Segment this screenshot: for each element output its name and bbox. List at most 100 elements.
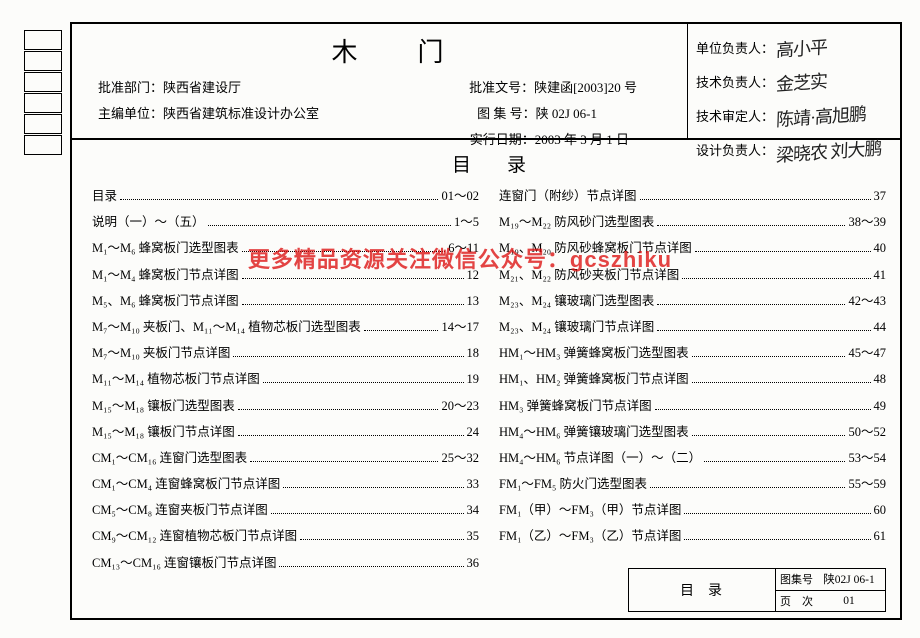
toc-line: HM₁～HM₃ 弹簧蜂窝板门选型图表45～47 [499, 342, 886, 361]
toc-col-right: 连窗门（附纱）节点详图 37 M₁₉～M₂₂ 防风砂门选型图表38～39 M₁₉、M₂… [499, 185, 886, 578]
toc-page: 49 [874, 399, 887, 414]
toc-line: M₇～M₁₀ 夹板门节点详图18 [92, 342, 479, 361]
toc-line: M₁₉～M₂₂ 防风砂门选型图表38～39 [499, 211, 886, 230]
toc-line: M₁₁～M₁₄ 植物芯板门节点详图19 [92, 368, 479, 387]
toc-line: 说明（一）～（五） 1～5 [92, 211, 479, 230]
footer-box: 目录 图集号陕02J 06-1 页 次01 [628, 568, 886, 612]
toc-page: 55～59 [848, 473, 886, 492]
atlas-no-label: 图 集 号： [477, 103, 536, 125]
toc-line: FM₁（乙）～FM₃（乙）节点详图 61 [499, 525, 886, 544]
footer-atlas-label: 图集号 [780, 571, 813, 587]
toc-line: M₁～M₄ 蜂窝板门节点详图12 [92, 264, 479, 283]
toc-dots [208, 217, 451, 226]
toc-page: 36 [467, 556, 480, 571]
toc-text: CM₁～CM₄ 连窗蜂窝板门节点详图 [92, 473, 280, 492]
toc-line: M₇～M₁₀ 夹板门、M₁₁～M₁₄ 植物芯板门选型图表 14～17 [92, 316, 479, 335]
toc-line: HM₄～HM₆ 弹簧镶玻璃门选型图表 50～52 [499, 421, 886, 440]
toc-dots [263, 375, 464, 384]
sig-tech: 金芝实 [775, 64, 827, 102]
sig-unit-label: 单位负责人： [696, 37, 774, 62]
toc-page: 12 [467, 268, 480, 283]
sig-review: 陈靖·高旭鹏 [776, 97, 867, 138]
toc-text: M₁₉～M₂₂ 防风砂门选型图表 [499, 211, 654, 230]
toc-dots [640, 191, 871, 200]
page: 木门 批准部门：陕西省建设厅 批准文号：陕建函[2003]20 号 主编单位：陕… [70, 22, 902, 622]
toc-dots [655, 401, 871, 410]
toc-line: HM₄～HM₆ 节点详图（一）～（二） 53～54 [499, 447, 886, 466]
toc-page: 25～32 [441, 447, 479, 466]
approve-doc: 陕建函[2003]20 号 [534, 80, 637, 95]
toc-line: M₂₃、M₂₄ 镶玻璃门节点详图44 [499, 316, 886, 335]
toc-page: 24 [467, 425, 480, 440]
toc-page: 60 [874, 503, 887, 518]
toc-text: FM₁～FM₅ 防火门选型图表 [499, 473, 647, 492]
toc-text: 目录 [92, 185, 117, 204]
toc-text: HM₄～HM₆ 弹簧镶玻璃门选型图表 [499, 421, 689, 440]
toc-dots [300, 532, 463, 541]
toc-page: 53～54 [848, 447, 886, 466]
toc-line: M₁₅～M₁₈ 镶板门节点详图24 [92, 421, 479, 440]
toc-dots [233, 348, 463, 357]
toc-page: 50～52 [848, 421, 886, 440]
toc-page: 48 [874, 372, 887, 387]
toc-line: 连窗门（附纱）节点详图 37 [499, 185, 886, 204]
approve-dept-label: 批准部门： [98, 77, 163, 99]
toc-text: HM₃ 弹簧蜂窝板门节点详图 [499, 395, 652, 414]
editor: 陕西省建筑标准设计办公室 [163, 106, 319, 121]
toc-text: M₁₅～M₁₈ 镶板门选型图表 [92, 395, 235, 414]
toc-line: M₅、M₆ 蜂窝板门节点详图13 [92, 290, 479, 309]
toc-dots [650, 479, 846, 488]
toc-text: M₁₁～M₁₄ 植物芯板门节点详图 [92, 368, 260, 387]
toc-page: 40 [874, 241, 887, 256]
toc-line: CM₁～CM₁₆ 连窗门选型图表25～32 [92, 447, 479, 466]
toc-line: HM₃ 弹簧蜂窝板门节点详图 49 [499, 395, 886, 414]
toc-dots [238, 401, 439, 410]
toc-text: M₅、M₆ 蜂窝板门节点详图 [92, 290, 239, 309]
toc-text: HM₁～HM₃ 弹簧蜂窝板门选型图表 [499, 342, 689, 361]
toc-title: 目录 [92, 150, 886, 177]
toc-text: 连窗门（附纱）节点详图 [499, 185, 637, 204]
atlas-no: 陕 02J 06-1 [536, 106, 597, 121]
toc-line: CM₁～CM₄ 连窗蜂窝板门节点详图 33 [92, 473, 479, 492]
toc-dots [250, 453, 438, 462]
toc-text: CM₉～CM₁₂ 连窗植物芯板门节点详图 [92, 525, 297, 544]
toc-text: M₇～M₁₀ 夹板门、M₁₁～M₁₄ 植物芯板门选型图表 [92, 316, 361, 335]
toc-page: 18 [467, 346, 480, 361]
header: 木门 批准部门：陕西省建设厅 批准文号：陕建函[2003]20 号 主编单位：陕… [70, 22, 902, 140]
toc-page: 01～02 [441, 185, 479, 204]
toc-text: CM₅～CM₈ 连窗夹板门节点详图 [92, 499, 268, 518]
approve-dept: 陕西省建设厅 [163, 80, 241, 95]
footer-section: 目录 [628, 568, 776, 612]
toc-page: 1～5 [454, 211, 479, 230]
toc-page: 37 [874, 189, 887, 204]
toc-text: CM₁₃～CM₁₆ 连窗镶板门节点详图 [92, 552, 276, 571]
toc-dots [695, 244, 871, 253]
toc-page: 33 [467, 477, 480, 492]
toc-dots [120, 191, 438, 200]
sig-review-label: 技术审定人： [696, 105, 774, 130]
toc-text: HM₄～HM₆ 节点详图（一）～（二） [499, 447, 701, 466]
toc-text: FM₁（乙）～FM₃（乙）节点详图 [499, 525, 681, 544]
toc-line: M₂₃、M₂₄ 镶玻璃门选型图表42～43 [499, 290, 886, 309]
toc-dots [242, 296, 464, 305]
toc-dots [682, 270, 870, 279]
toc: 目录 目录01～02说明（一）～（五）1～5M₁～M₆ 蜂窝板门选型图表6～11… [70, 140, 902, 620]
toc-line: M₁₉、M₂₀ 防风砂蜂窝板门节点详图40 [499, 237, 886, 256]
toc-line: M₂₁、M₂₂ 防风砂夹板门节点详图41 [499, 264, 886, 283]
toc-line: FM₁～FM₅ 防火门选型图表 55～59 [499, 473, 886, 492]
toc-line: HM₁、HM₂ 弹簧蜂窝板门节点详图 48 [499, 368, 886, 387]
toc-line: FM₁（甲）～FM₃（甲）节点详图60 [499, 499, 886, 518]
toc-dots [692, 375, 871, 384]
toc-dots [657, 217, 845, 226]
toc-text: HM₁、HM₂ 弹簧蜂窝板门节点详图 [499, 368, 689, 387]
toc-page: 14～17 [441, 316, 479, 335]
toc-text: M₂₁、M₂₂ 防风砂夹板门节点详图 [499, 264, 679, 283]
toc-page: 20～23 [441, 395, 479, 414]
header-left: 木门 批准部门：陕西省建设厅 批准文号：陕建函[2003]20 号 主编单位：陕… [72, 24, 688, 138]
toc-page: 61 [874, 529, 887, 544]
toc-dots [657, 296, 845, 305]
footer-atlas: 陕02J 06-1 [817, 571, 881, 587]
toc-text: 说明（一）～（五） [92, 211, 205, 230]
sig-tech-label: 技术负责人： [696, 71, 774, 96]
toc-page: 6～11 [448, 237, 479, 256]
